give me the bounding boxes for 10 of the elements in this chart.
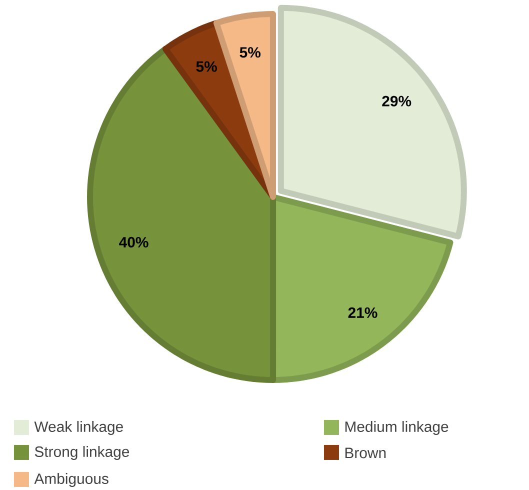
data-label: 21% <box>348 307 378 318</box>
data-label: 5% <box>240 47 261 58</box>
data-label: 40% <box>119 236 148 248</box>
legend-label: Weak linkage <box>34 421 123 435</box>
data-label: 29% <box>382 96 412 106</box>
legend-label: Brown <box>345 448 386 458</box>
legend-label: Strong linkage <box>34 446 130 460</box>
data-label: 5% <box>196 61 217 72</box>
legend-label: Ambiguous <box>34 473 108 487</box>
legend-label: Medium linkage <box>345 421 448 435</box>
